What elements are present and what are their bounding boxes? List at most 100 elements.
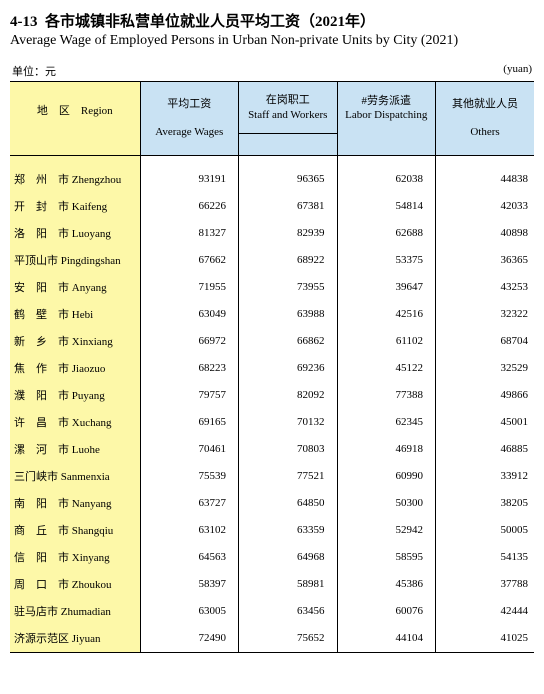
value-cell: 45001 [436,409,535,436]
unit-row: 单位：元 (yuan) [10,63,534,79]
value-cell: 37788 [436,571,535,598]
region-cell: 许 昌 市 Xuchang [10,409,140,436]
value-cell: 67662 [140,247,239,274]
value-cell: 39647 [337,274,436,301]
value-cell: 63359 [239,517,338,544]
value-cell: 66972 [140,328,239,355]
value-cell: 49866 [436,382,535,409]
value-cell: 75539 [140,463,239,490]
value-cell: 93191 [140,166,239,193]
value-cell: 62038 [337,166,436,193]
value-cell: 50300 [337,490,436,517]
table-row: 濮 阳 市 Puyang79757820927738849866 [10,382,534,409]
value-cell: 72490 [140,625,239,653]
value-cell: 42516 [337,301,436,328]
value-cell: 43253 [436,274,535,301]
value-cell: 67381 [239,193,338,220]
value-cell: 40898 [436,220,535,247]
value-cell: 75652 [239,625,338,653]
value-cell: 36365 [436,247,535,274]
value-cell: 96365 [239,166,338,193]
value-cell: 50005 [436,517,535,544]
region-cell: 鹤 壁 市 Hebi [10,301,140,328]
value-cell: 60990 [337,463,436,490]
table-row: 许 昌 市 Xuchang69165701326234545001 [10,409,534,436]
value-cell: 70461 [140,436,239,463]
value-cell: 62688 [337,220,436,247]
value-cell: 64968 [239,544,338,571]
value-cell: 68922 [239,247,338,274]
table-body: 郑 州 市 Zhengzhou93191963656203844838开 封 市… [10,155,534,652]
value-cell: 46885 [436,436,535,463]
value-cell: 42033 [436,193,535,220]
table-row: 三门峡市 Sanmenxia75539775216099033912 [10,463,534,490]
col-region: 地 区 Region [10,82,140,156]
table-row: 驻马店市 Zhumadian63005634566007642444 [10,598,534,625]
table-row: 鹤 壁 市 Hebi63049639884251632322 [10,301,534,328]
table-row: 信 阳 市 Xinyang64563649685859554135 [10,544,534,571]
table-row: 济源示范区 Jiyuan72490756524410441025 [10,625,534,653]
region-cell: 焦 作 市 Jiaozuo [10,355,140,382]
table-row: 焦 作 市 Jiaozuo68223692364512232529 [10,355,534,382]
value-cell: 45122 [337,355,436,382]
table-row: 安 阳 市 Anyang71955739553964743253 [10,274,534,301]
col-staff-sub [239,134,338,155]
region-cell: 郑 州 市 Zhengzhou [10,166,140,193]
region-cell: 洛 阳 市 Luoyang [10,220,140,247]
value-cell: 54135 [436,544,535,571]
value-cell: 46918 [337,436,436,463]
value-cell: 32322 [436,301,535,328]
col-labor: #劳务派遣 Labor Dispatching [337,82,436,134]
value-cell: 68704 [436,328,535,355]
value-cell: 63102 [140,517,239,544]
region-cell: 信 阳 市 Xinyang [10,544,140,571]
value-cell: 32529 [436,355,535,382]
unit-cn: 单位：元 [12,63,56,79]
region-cell: 周 口 市 Zhoukou [10,571,140,598]
value-cell: 82939 [239,220,338,247]
title-number: 4-13 [10,14,38,30]
value-cell: 44838 [436,166,535,193]
value-cell: 64563 [140,544,239,571]
value-cell: 54814 [337,193,436,220]
region-cell: 开 封 市 Kaifeng [10,193,140,220]
value-cell: 77521 [239,463,338,490]
value-cell: 68223 [140,355,239,382]
title-cn: 各市城镇非私营单位就业人员平均工资（2021年） [45,14,375,30]
value-cell: 44104 [337,625,436,653]
value-cell: 63988 [239,301,338,328]
value-cell: 79757 [140,382,239,409]
region-cell: 济源示范区 Jiyuan [10,625,140,653]
value-cell: 58595 [337,544,436,571]
value-cell: 45386 [337,571,436,598]
region-cell: 商 丘 市 Shangqiu [10,517,140,544]
value-cell: 63456 [239,598,338,625]
value-cell: 62345 [337,409,436,436]
region-cell: 漯 河 市 Luohe [10,436,140,463]
value-cell: 63005 [140,598,239,625]
table-title: 4-13 各市城镇非私营单位就业人员平均工资（2021年） Average Wa… [10,10,534,49]
table-row: 商 丘 市 Shangqiu63102633595294250005 [10,517,534,544]
title-en: Average Wage of Employed Persons in Urba… [10,33,534,49]
region-cell: 新 乡 市 Xinxiang [10,328,140,355]
value-cell: 52942 [337,517,436,544]
value-cell: 82092 [239,382,338,409]
table-row: 开 封 市 Kaifeng66226673815481442033 [10,193,534,220]
value-cell: 63049 [140,301,239,328]
table-row: 新 乡 市 Xinxiang66972668626110268704 [10,328,534,355]
value-cell: 63727 [140,490,239,517]
value-cell: 70132 [239,409,338,436]
value-cell: 66226 [140,193,239,220]
value-cell: 41025 [436,625,535,653]
value-cell: 53375 [337,247,436,274]
region-cell: 安 阳 市 Anyang [10,274,140,301]
table-row: 漯 河 市 Luohe70461708034691846885 [10,436,534,463]
value-cell: 64850 [239,490,338,517]
table-row: 洛 阳 市 Luoyang81327829396268840898 [10,220,534,247]
value-cell: 73955 [239,274,338,301]
table-row: 平顶山市 Pingdingshan67662689225337536365 [10,247,534,274]
unit-en: (yuan) [503,63,532,79]
col-others: 其他就业人员 Others [436,82,535,156]
value-cell: 38205 [436,490,535,517]
region-cell: 驻马店市 Zhumadian [10,598,140,625]
